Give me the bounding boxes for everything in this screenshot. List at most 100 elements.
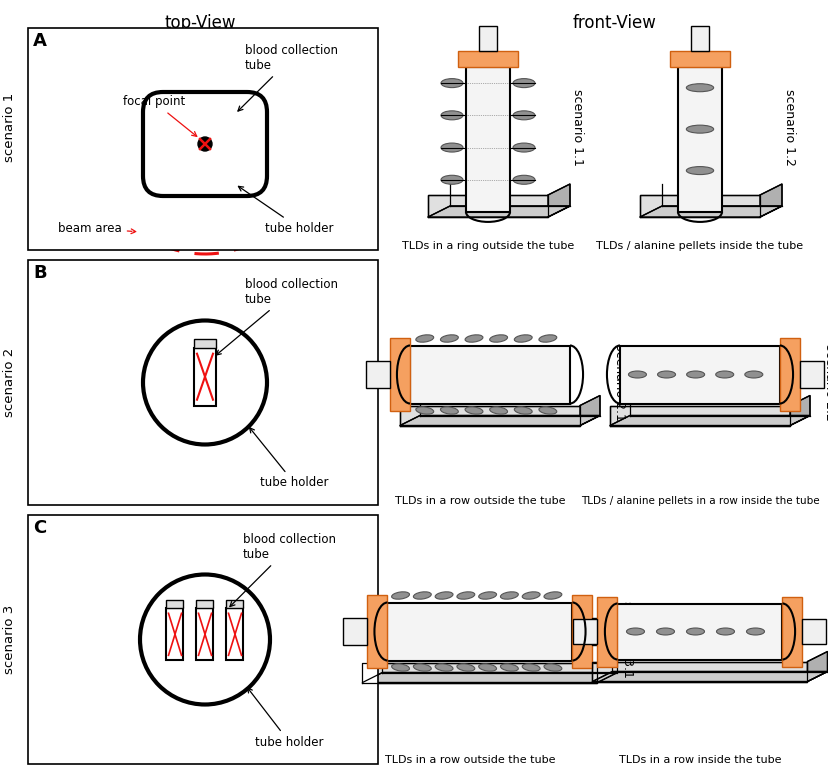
Ellipse shape	[478, 664, 496, 671]
Bar	[799, 361, 823, 388]
Ellipse shape	[440, 78, 463, 88]
Text: scenario 3: scenario 3	[3, 605, 17, 674]
Polygon shape	[400, 405, 580, 425]
Circle shape	[142, 321, 267, 444]
Ellipse shape	[489, 407, 507, 414]
Ellipse shape	[745, 628, 763, 635]
Bar	[194, 348, 216, 406]
Polygon shape	[759, 184, 781, 217]
Bar	[343, 618, 367, 644]
Ellipse shape	[440, 143, 463, 152]
Text: scenario 1: scenario 1	[3, 93, 17, 162]
Text: focal point: focal point	[123, 95, 196, 136]
Ellipse shape	[456, 592, 474, 599]
Bar	[465, 67, 509, 212]
Ellipse shape	[657, 371, 675, 378]
Ellipse shape	[489, 335, 507, 342]
Bar	[28, 260, 378, 505]
Bar	[670, 51, 729, 67]
Circle shape	[140, 574, 270, 704]
FancyBboxPatch shape	[142, 92, 267, 196]
Ellipse shape	[391, 592, 409, 599]
Ellipse shape	[543, 664, 561, 671]
Ellipse shape	[513, 143, 534, 152]
Ellipse shape	[478, 592, 496, 599]
Bar	[389, 338, 410, 411]
Text: top-View: top-View	[164, 14, 235, 32]
Text: TLDs in a row outside the tube: TLDs in a row outside the tube	[394, 496, 565, 506]
Text: scenario 2.1: scenario 2.1	[613, 344, 626, 421]
Polygon shape	[580, 395, 599, 425]
Bar	[572, 595, 592, 667]
Bar	[802, 619, 826, 644]
Bar	[479, 26, 496, 51]
Bar	[226, 601, 243, 608]
Polygon shape	[362, 663, 597, 683]
Polygon shape	[609, 405, 789, 425]
Ellipse shape	[416, 407, 433, 414]
Ellipse shape	[500, 664, 518, 671]
Ellipse shape	[626, 628, 643, 635]
Ellipse shape	[500, 592, 518, 599]
Bar	[573, 619, 597, 644]
Bar	[619, 345, 779, 404]
Bar	[617, 604, 782, 660]
Ellipse shape	[456, 664, 474, 671]
Bar	[196, 601, 214, 608]
Text: scenario 2: scenario 2	[3, 348, 17, 417]
Polygon shape	[427, 206, 570, 217]
Polygon shape	[806, 651, 826, 681]
Polygon shape	[592, 671, 826, 681]
Ellipse shape	[440, 335, 458, 342]
Text: TLDs / alanine pellets in a row inside the tube: TLDs / alanine pellets in a row inside t…	[580, 496, 818, 506]
Bar	[194, 338, 216, 348]
Ellipse shape	[522, 664, 539, 671]
Ellipse shape	[391, 664, 409, 671]
Text: A: A	[33, 32, 47, 50]
Bar	[28, 515, 378, 764]
Text: beam area: beam area	[58, 221, 136, 235]
Bar	[779, 338, 799, 411]
Bar	[166, 601, 183, 608]
Bar	[691, 26, 708, 51]
Polygon shape	[639, 206, 781, 217]
Bar	[196, 608, 214, 661]
Bar	[592, 618, 616, 644]
Polygon shape	[789, 395, 809, 425]
Ellipse shape	[435, 664, 452, 671]
Ellipse shape	[416, 335, 433, 342]
Text: scenario 1.1: scenario 1.1	[570, 89, 584, 166]
Ellipse shape	[435, 592, 452, 599]
Bar	[387, 602, 572, 661]
Ellipse shape	[538, 335, 556, 342]
Bar	[28, 28, 378, 250]
Text: scenario 1.2: scenario 1.2	[782, 89, 796, 166]
Text: scenario 3.1: scenario 3.1	[620, 601, 633, 678]
Text: TLDs / alanine pellets inside the tube: TLDs / alanine pellets inside the tube	[595, 241, 802, 251]
Ellipse shape	[686, 371, 704, 378]
Polygon shape	[639, 195, 759, 217]
Text: tube holder: tube holder	[238, 186, 333, 235]
Ellipse shape	[465, 335, 483, 342]
Text: blood collection
tube: blood collection tube	[216, 278, 338, 355]
Ellipse shape	[522, 592, 539, 599]
Ellipse shape	[715, 628, 734, 635]
Text: TLDs in a ring outside the tube: TLDs in a ring outside the tube	[402, 241, 574, 251]
Text: B: B	[33, 264, 46, 282]
Text: front-View: front-View	[572, 14, 656, 32]
Bar	[677, 67, 721, 212]
Circle shape	[198, 137, 212, 151]
Bar	[410, 345, 570, 404]
Ellipse shape	[538, 407, 556, 414]
Bar	[226, 608, 243, 661]
Ellipse shape	[413, 592, 431, 599]
Ellipse shape	[686, 167, 713, 175]
Bar	[365, 361, 389, 388]
Ellipse shape	[513, 407, 532, 414]
Ellipse shape	[440, 111, 463, 120]
Text: blood collection
tube: blood collection tube	[238, 44, 338, 111]
Polygon shape	[597, 653, 617, 683]
Text: TLDs in a row outside the tube: TLDs in a row outside the tube	[384, 755, 555, 765]
Ellipse shape	[513, 78, 534, 88]
Ellipse shape	[686, 125, 713, 133]
